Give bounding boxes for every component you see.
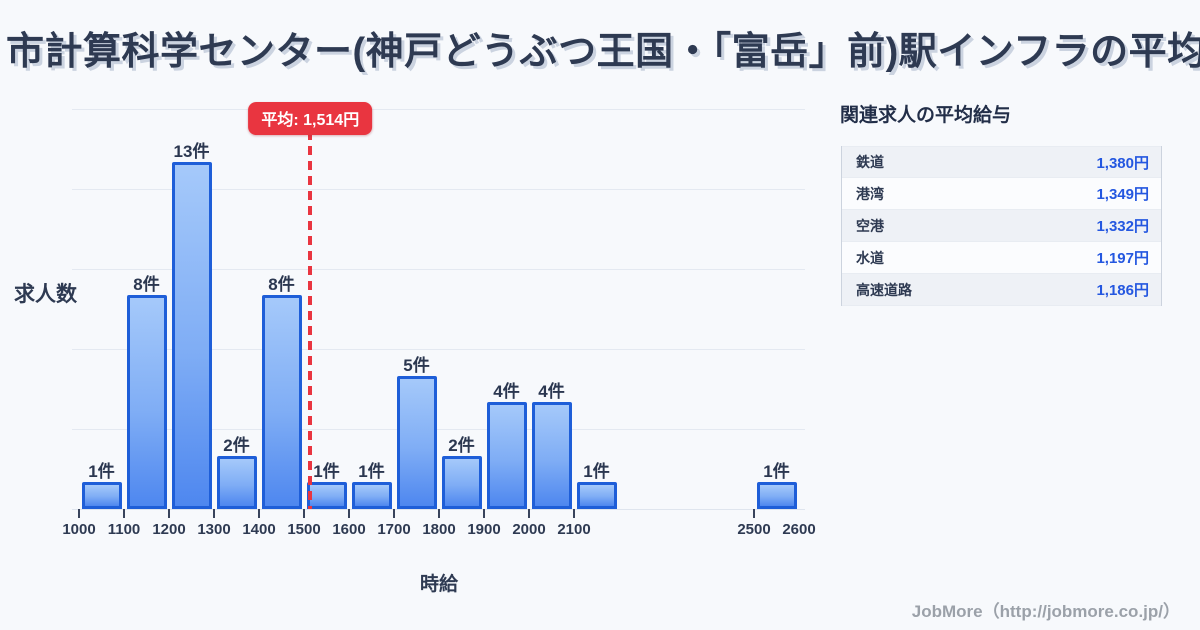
row-wage-value: 1,380円 <box>1096 154 1149 172</box>
gridline <box>72 188 805 190</box>
page-title: 市計算科学センター(神戸どうぶつ王国・「富岳」前)駅インフラの平均時給 <box>6 31 1200 73</box>
x-axis-tick-label: 1600 <box>332 521 366 538</box>
histogram-bar <box>441 455 482 509</box>
histogram-bar <box>261 295 302 509</box>
x-axis-tick-label: 2600 <box>782 521 816 538</box>
x-axis-tick <box>348 509 350 518</box>
x-axis-tick <box>168 509 170 518</box>
bar-count-label: 1件 <box>313 462 340 482</box>
x-axis-tick-label: 1700 <box>377 521 411 538</box>
row-category: 水道 <box>856 249 884 266</box>
bar-count-label: 8件 <box>133 275 160 295</box>
x-axis-tick <box>78 509 80 518</box>
bar-count-label: 4件 <box>538 382 565 402</box>
x-axis-label: 時給 <box>419 574 458 595</box>
x-axis-tick-label: 1800 <box>422 521 456 538</box>
histogram-bar <box>396 375 437 509</box>
bar-count-label: 1件 <box>358 462 385 482</box>
row-wage-value: 1,349円 <box>1096 186 1149 203</box>
y-axis-label: 求人数 <box>14 283 77 306</box>
row-wage-value: 1,332円 <box>1096 218 1149 235</box>
bar-count-label: 2件 <box>448 435 475 455</box>
bar-count-label: 13件 <box>173 141 210 161</box>
histogram-bar <box>81 482 122 509</box>
gridline <box>72 348 805 350</box>
x-axis-tick <box>393 509 395 518</box>
x-axis-tick-label: 1400 <box>242 521 276 538</box>
average-line <box>308 131 313 509</box>
x-axis-tick-label: 1100 <box>107 521 141 538</box>
bar-count-label: 2件 <box>223 435 250 455</box>
histogram-bar <box>171 161 212 509</box>
x-axis-tick-label: 1000 <box>62 521 96 538</box>
x-axis-tick <box>483 509 485 518</box>
x-axis-tick-label: 2000 <box>512 521 546 538</box>
gridline <box>72 108 805 110</box>
bar-count-label: 8件 <box>268 275 295 295</box>
row-category: 高速道路 <box>856 281 912 298</box>
x-axis-tick-label: 2100 <box>557 521 591 538</box>
x-axis-tick <box>213 509 215 518</box>
gridline <box>72 428 805 430</box>
bar-count-label: 4件 <box>493 382 520 402</box>
x-axis-tick-label: 2500 <box>737 521 771 538</box>
row-wage-value: 1,186円 <box>1096 282 1149 299</box>
x-axis-tick-label: 1500 <box>287 521 321 538</box>
credit-text: JobMore（http://jobmore.co.jp/） <box>911 602 1180 621</box>
row-category: 空港 <box>856 217 884 234</box>
average-badge: 平均: 1,514円 <box>248 102 373 135</box>
x-axis-tick-label: 1300 <box>197 521 231 538</box>
histogram-bar <box>486 402 527 509</box>
x-axis-tick <box>438 509 440 518</box>
histogram-bar <box>351 482 392 509</box>
x-axis-tick <box>303 509 305 518</box>
x-axis-tick <box>123 509 125 518</box>
bar-count-label: 1件 <box>763 462 790 482</box>
gridline <box>72 268 805 270</box>
x-axis-tick-label: 1200 <box>152 521 186 538</box>
side-panel-heading: 関連求人の平均給与 <box>840 105 1012 126</box>
histogram-bar <box>306 482 347 509</box>
table-row: 水道 1,197円 <box>842 242 1161 274</box>
x-axis-tick <box>528 509 530 518</box>
table-row: 鉄道 1,380円 <box>842 146 1161 178</box>
bar-count-label: 1件 <box>88 462 115 482</box>
bar-count-label: 5件 <box>403 355 430 375</box>
x-axis-tick <box>258 509 260 518</box>
histogram-bar <box>126 295 167 509</box>
table-row: 高速道路 1,186円 <box>842 274 1161 306</box>
x-axis-tick-label: 1900 <box>467 521 501 538</box>
bar-count-label: 1件 <box>583 462 610 482</box>
row-category: 鉄道 <box>856 154 884 170</box>
table-row: 空港 1,332円 <box>842 210 1161 242</box>
histogram-bar <box>576 482 617 509</box>
histogram-bar <box>531 402 572 509</box>
row-category: 港湾 <box>856 185 884 202</box>
table-row: 港湾 1,349円 <box>842 178 1161 210</box>
histogram-chart: 1件 8件 13件 2件 8件 1件 1件 5件 2件 4件 4件 1件 1件 1000 1100 1200 1… <box>62 108 816 538</box>
related-salary-table: 鉄道 1,380円港湾 1,349円空港 1,332円水道 1,197円高速道路 1,18… <box>841 146 1162 306</box>
histogram-bar <box>216 455 257 509</box>
histogram-bar <box>756 482 797 509</box>
x-axis-tick <box>753 509 755 518</box>
row-wage-value: 1,197円 <box>1096 250 1149 267</box>
x-axis-tick <box>573 509 575 518</box>
